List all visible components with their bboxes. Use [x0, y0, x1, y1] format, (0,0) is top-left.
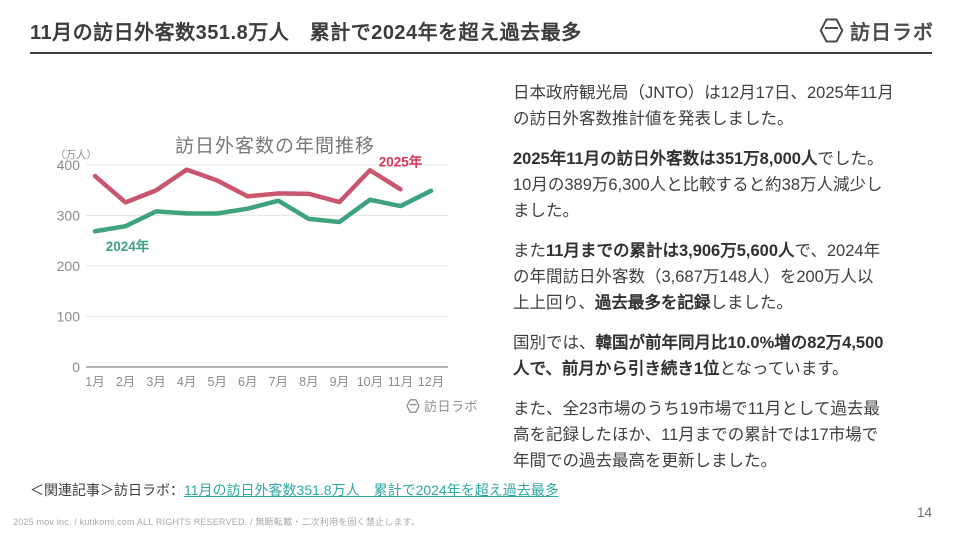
article-paragraph: また、全23市場のうち19市場で11月として過去最 高を記録したほか、11月まで… — [513, 396, 949, 474]
chart-unit-label: （万人） — [55, 149, 97, 161]
article-paragraph: 日本政府観光局（JNTO）は12月17日、2025年11月 の訪日外客数推計値を… — [513, 80, 949, 132]
chart-y-tick-label: 200 — [57, 258, 81, 274]
related-articles-line: ＜関連記事＞訪日ラボ：11月の訪日外客数351.8万人 累計で2024年を超え過… — [30, 480, 559, 500]
article-paragraph: 2025年11月の訪日外客数は351万8,000人でした。 10月の389万6,… — [513, 146, 949, 224]
page-title: 11月の訪日外客数351.8万人 累計で2024年を超え過去最多 — [30, 22, 582, 44]
article-text-bold: 過去最多を記録 — [594, 294, 711, 312]
article-paragraph: また11月までの累計は3,906万5,600人で、2024年 の年間訪日外客数（… — [513, 238, 949, 316]
chart-x-tick-label: 10月 — [357, 375, 383, 389]
related-article-link[interactable]: 11月の訪日外客数351.8万人 累計で2024年を超え過去最多 — [184, 482, 559, 498]
related-article-prefix: ＜関連記事＞訪日ラボ： — [30, 482, 184, 498]
slide-header: 11月の訪日外客数351.8万人 累計で2024年を超え過去最多 訪日ラボ — [30, 16, 934, 45]
chart-series-label-2025年: 2025年 — [379, 153, 423, 169]
chart-x-tick-label: 3月 — [146, 375, 165, 389]
chart-x-tick-label: 4月 — [177, 375, 196, 389]
chart-series-label-2024年: 2024年 — [106, 238, 150, 254]
brand-logo-icon — [819, 18, 844, 43]
article-text-bold: 11月までの累計は3,906万5,600人 — [546, 242, 795, 260]
chart-x-tick-label: 11月 — [388, 375, 413, 389]
brand-logo: 訪日ラボ — [819, 16, 934, 45]
chart-line-2024年 — [92, 188, 434, 234]
chart-y-tick-label: 300 — [57, 208, 81, 224]
chart-watermark-text: 訪日ラボ — [424, 399, 478, 414]
visitors-trend-chart: 0 100 200 300 400 訪日外客数の年間推移 （万人） 1月 2月 3月 4月 5月 6月 7… — [55, 135, 478, 414]
chart-x-tick-label: 1月 — [85, 375, 104, 389]
article-body: 日本政府観光局（JNTO）は12月17日、2025年11月 の訪日外客数推計値を… — [513, 80, 949, 488]
article-text-bold: 韓国が前年同月比10.0%増の82万4,500 人で、前月から引き続き1位 — [513, 334, 884, 378]
article-text: となっています。 — [719, 360, 849, 378]
article-text: 日本政府観光局（JNTO）は12月17日、2025年11月 の訪日外客数推計値を… — [513, 84, 894, 128]
article-text: でした。 10月の389万6,300人と比較すると約38万人減少し ました。 — [513, 150, 884, 220]
article-text: しました。 — [710, 294, 793, 312]
chart-x-tick-label: 5月 — [207, 375, 226, 389]
chart-y-tick-label: 100 — [57, 309, 81, 325]
chart-y-tick-label: 0 — [72, 359, 80, 375]
page-number: 14 — [916, 505, 932, 520]
chart-x-tick-label: 6月 — [238, 375, 257, 389]
chart-x-tick-label: 12月 — [418, 375, 444, 389]
chart-x-tick-label: 8月 — [299, 375, 318, 389]
copyright-text: 2025 mov inc. / kutikomi.com ALL RIGHTS … — [13, 517, 421, 527]
chart-y-tick-label: 400 — [57, 157, 81, 173]
article-paragraph: 国別では、韓国が前年同月比10.0%増の82万4,500 人で、前月から引き続き… — [513, 330, 949, 382]
header-divider — [30, 52, 932, 54]
article-text: また — [513, 242, 546, 260]
chart-x-tick-label: 7月 — [269, 375, 288, 389]
chart-x-tick-label: 9月 — [330, 375, 349, 389]
chart-title: 訪日外客数の年間推移 — [175, 135, 375, 157]
article-text-bold: 2025年11月の訪日外客数は351万8,000人 — [513, 150, 818, 168]
article-text: 国別では、 — [513, 334, 596, 352]
chart-line-2025年 — [92, 167, 403, 205]
chart-watermark-icon — [406, 399, 420, 413]
chart-x-tick-label: 2月 — [116, 375, 135, 389]
brand-logo-text: 訪日ラボ — [850, 22, 934, 44]
article-text: また、全23市場のうち19市場で11月として過去最 高を記録したほか、11月まで… — [513, 400, 880, 470]
article-text: で、2024年 の年間訪日外客数（3,687万148人）を200万人以 上上回り… — [513, 242, 881, 312]
